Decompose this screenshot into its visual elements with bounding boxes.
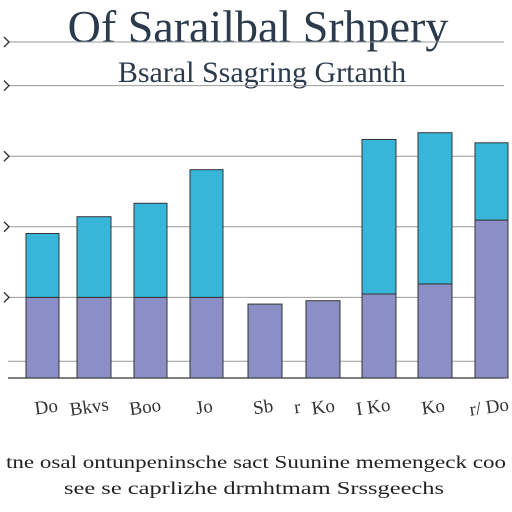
bar-segment-upper: [25, 233, 60, 298]
bar-segment-upper: [189, 169, 224, 298]
y-tick-mark: [3, 291, 10, 303]
chart-title: Of Sarailbal Srhpery: [68, 1, 449, 52]
bar-segment-lower: [189, 296, 224, 379]
x-tick-label: Bkvs: [68, 394, 110, 420]
bar-segment-lower: [76, 296, 112, 379]
y-tick-mark: [3, 80, 10, 92]
bar-segment-lower: [417, 283, 453, 379]
bar-segment-lower: [133, 296, 168, 379]
bar-segment-lower: [247, 303, 283, 379]
x-tick-label: r/ Do: [468, 394, 510, 420]
x-tick-label: Ko: [310, 396, 336, 420]
caption-line-1: tne osal ontunpeninsche sact Suunine mem…: [6, 452, 506, 472]
x-tick-label: Jo: [194, 396, 214, 419]
bar-segment-upper: [474, 142, 509, 221]
y-tick-mark: [3, 150, 10, 162]
bar-segment-upper: [133, 202, 168, 298]
bar-segment-upper: [361, 138, 397, 295]
bar-segment-lower: [305, 300, 341, 379]
bar-segment-lower: [474, 219, 509, 379]
bar-segment-lower: [361, 293, 397, 379]
y-tick-mark: [3, 36, 10, 48]
x-tick-labels: Do Bkvs Boo Jo Sb r Ko I Ko Ko r/ Do: [33, 394, 510, 420]
bars: [25, 132, 509, 379]
chart-subtitle: Bsaral Ssagring Grtanth: [118, 56, 406, 89]
caption-line-2: see se caprlizhe drmhtmam Srssgeechs: [64, 478, 444, 498]
x-tick-label: r: [293, 397, 303, 419]
x-tick-label: Sb: [252, 396, 275, 420]
bar-segment-upper: [76, 216, 112, 298]
x-tick-label: I Ko: [355, 395, 392, 421]
x-tick-label: Ko: [420, 396, 446, 420]
y-tick-mark: [3, 221, 10, 233]
x-tick-label: Boo: [128, 395, 162, 420]
bar-segment-lower: [25, 296, 60, 379]
x-tick-label: Do: [33, 396, 59, 420]
bar-segment-upper: [417, 132, 453, 285]
